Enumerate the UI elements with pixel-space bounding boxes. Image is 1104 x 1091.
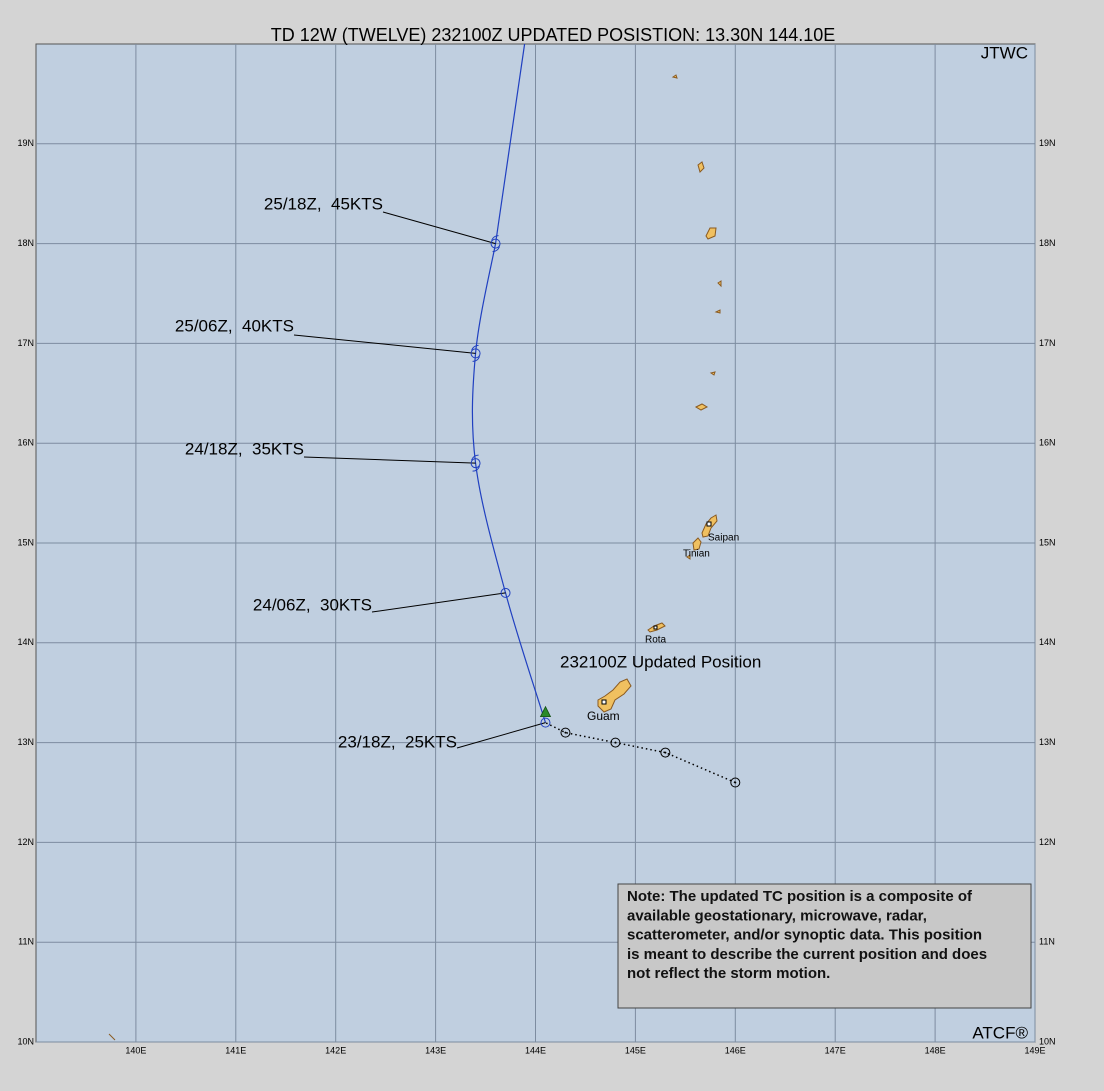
forecast-position	[540, 717, 551, 728]
lat-tick-label: 19N	[1039, 138, 1056, 148]
island-label: Tinian	[683, 549, 710, 560]
lat-tick-label: 12N	[17, 837, 34, 847]
note-line: not reflect the storm motion.	[627, 965, 830, 982]
credit-label: ATCF®	[972, 1023, 1028, 1042]
lon-tick-label: 149E	[1024, 1045, 1045, 1055]
grid	[36, 44, 1036, 1043]
lon-tick-label: 147E	[825, 1045, 846, 1055]
town	[601, 699, 607, 705]
lon-tick-label: 143E	[425, 1045, 446, 1055]
island-label: Saipan	[708, 533, 739, 544]
forecast-label: 25/18Z, 45KTS	[264, 194, 383, 213]
lat-tick-label: 11N	[18, 937, 34, 947]
leader-line	[303, 456, 476, 464]
forecast-label: 23/18Z, 25KTS	[338, 732, 457, 751]
forecast-label: 25/06Z, 40KTS	[175, 316, 294, 335]
lat-tick-label: 17N	[17, 338, 34, 348]
lat-tick-label: 15N	[1039, 537, 1056, 547]
lon-tick-label: 140E	[125, 1045, 146, 1055]
past-position-dot	[664, 751, 667, 754]
lat-tick-label: 14N	[1039, 637, 1056, 647]
lat-tick-label: 12N	[1039, 837, 1056, 847]
forecast-label: 24/06Z, 30KTS	[253, 595, 372, 614]
current-position	[539, 705, 552, 718]
lat-tick-label: 13N	[17, 737, 34, 747]
island	[697, 161, 705, 173]
lat-tick-label: 18N	[1039, 238, 1056, 248]
note-line: scatterometer, and/or synoptic data. Thi…	[627, 927, 982, 944]
forecast-position	[470, 458, 481, 469]
leader-line	[382, 211, 496, 245]
lon-tick-label: 142E	[325, 1045, 346, 1055]
lon-tick-label: 145E	[625, 1045, 646, 1055]
lat-tick-label: 15N	[17, 537, 34, 547]
leader-line	[371, 592, 506, 613]
storm-symbol	[471, 454, 481, 472]
past-position	[730, 777, 741, 788]
forecast-position	[470, 348, 481, 359]
leader-line	[456, 722, 546, 749]
past-position-dot	[734, 781, 737, 784]
lon-tick-label: 146E	[725, 1045, 746, 1055]
note-line: available geostationary, microwave, rada…	[627, 907, 927, 924]
island	[694, 403, 709, 411]
towns	[601, 521, 712, 705]
leader-line	[293, 334, 476, 354]
storm-symbol	[491, 235, 501, 253]
lat-tick-label: 19N	[17, 138, 34, 148]
title: TD 12W (TWELVE) 232100Z UPDATED POSISTIO…	[271, 25, 836, 45]
island	[709, 371, 716, 376]
past-position	[660, 747, 671, 758]
coast-fragment	[108, 1033, 116, 1041]
forecast-position	[490, 238, 501, 249]
forecast-track-extension	[494, 43, 526, 244]
forecast-label: 24/18Z, 35KTS	[185, 439, 304, 458]
storm-symbol	[471, 344, 481, 362]
lon-tick-label: 141E	[225, 1045, 246, 1055]
island	[686, 554, 691, 560]
note-box	[617, 883, 1032, 1009]
tracks	[293, 43, 741, 788]
lat-tick-label: 18N	[17, 238, 34, 248]
island-label: Rota	[645, 635, 667, 646]
lat-tick-label: 10N	[1039, 1036, 1056, 1046]
island	[705, 227, 717, 240]
lon-tick-label: 148E	[925, 1045, 946, 1055]
lat-tick-label: 17N	[1039, 338, 1056, 348]
past-position-dot	[564, 731, 567, 734]
lat-tick-label: 14N	[17, 637, 34, 647]
town	[653, 625, 658, 630]
lon-tick-label: 144E	[525, 1045, 546, 1055]
island	[717, 280, 722, 288]
lat-tick-label: 13N	[1039, 737, 1056, 747]
past-position	[560, 727, 571, 738]
town	[706, 521, 712, 527]
lat-tick-label: 16N	[1039, 438, 1056, 448]
lat-tick-label: 10N	[17, 1036, 34, 1046]
tinian-island	[692, 537, 702, 551]
note-line: Note: The updated TC position is a compo…	[627, 888, 973, 905]
lat-tick-label: 16N	[17, 438, 34, 448]
forecast-track-line	[471, 243, 547, 723]
island-label: Guam	[587, 709, 620, 723]
note: Note: The updated TC position is a compo…	[627, 888, 987, 982]
position-annotation: 232100Z Updated Position	[560, 652, 761, 671]
island	[714, 309, 721, 314]
lat-tick-label: 11N	[1039, 937, 1055, 947]
past-position	[610, 737, 621, 748]
agency-label: JTWC	[981, 43, 1028, 62]
note-line: is meant to describe the current positio…	[627, 946, 987, 963]
forecast-position	[500, 587, 511, 598]
island	[671, 74, 678, 79]
past-position-dot	[614, 741, 617, 744]
